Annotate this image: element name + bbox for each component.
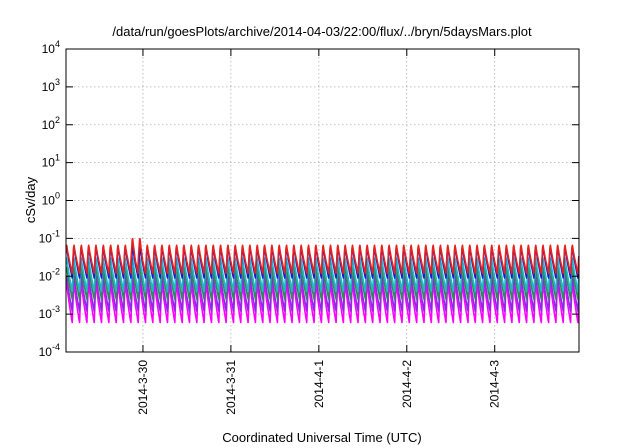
x-tick-label: 2014-4-2 [400, 360, 414, 408]
y-tick-label: 103 [42, 77, 60, 94]
y-axis-label: cSv/day [23, 176, 38, 223]
y-tick-label: 102 [42, 115, 60, 132]
x-tick-label: 2014-3-30 [136, 360, 150, 415]
y-tick-label: 10-4 [39, 342, 60, 359]
series-line [65, 237, 580, 275]
y-tick-label: 10-2 [39, 266, 60, 283]
y-tick-label: 101 [42, 153, 60, 170]
x-tick-label: 2014-4-3 [488, 360, 502, 408]
y-tick-label: 10-1 [39, 228, 60, 245]
x-axis-label: Coordinated Universal Time (UTC) [222, 430, 421, 445]
y-tick-label: 100 [42, 191, 60, 208]
chart-title: /data/run/goesPlots/archive/2014-04-03/2… [112, 24, 532, 39]
y-tick-label: 104 [42, 39, 60, 56]
y-tick-label: 10-3 [39, 304, 60, 321]
axes: 10-4 10-3 10-2 10-1 100 101 102 103 104 2014-3-30… [39, 39, 579, 415]
series-layer [65, 237, 580, 324]
x-tick-label: 2014-4-1 [312, 360, 326, 408]
x-tick-label: 2014-3-31 [224, 360, 238, 415]
